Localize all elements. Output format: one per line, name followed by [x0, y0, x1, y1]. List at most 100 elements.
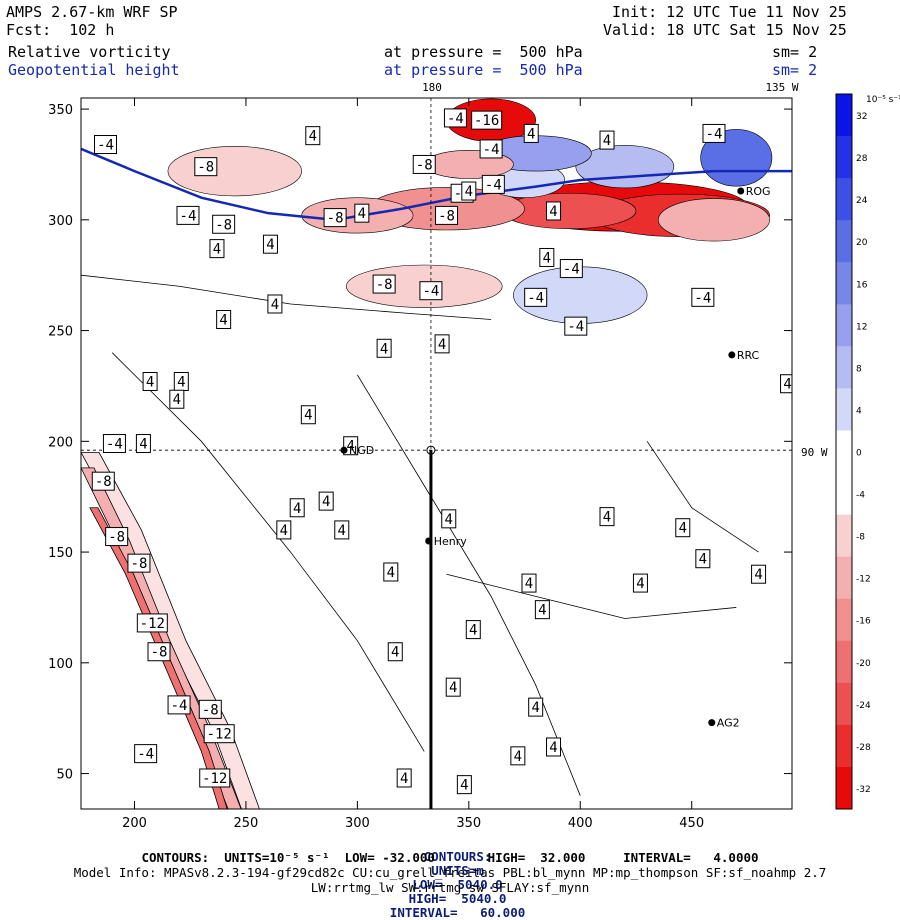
contour-label-value: 4: [465, 184, 473, 200]
contour-label-box: [387, 642, 403, 662]
contour-label-2: -8: [194, 157, 218, 177]
contour-label-21: -4: [702, 123, 726, 143]
contour-label-51: 4: [751, 564, 767, 584]
contour-label-27: 4: [216, 309, 232, 329]
vorticity-contour-1: [111, 352, 425, 752]
vorticity-contour-4: [646, 441, 759, 553]
field2-level: at pressure = 500 hPa: [384, 61, 583, 79]
contour-label-value: -8: [197, 160, 214, 176]
contour-label-20: 4: [599, 130, 615, 150]
colorbar-tick-label: -8: [856, 533, 865, 543]
contour-label-5: -8: [212, 214, 236, 234]
contour-label-value: 4: [358, 206, 366, 222]
contour-label-71: 4: [456, 775, 472, 795]
y-tick-label: 250: [48, 325, 73, 340]
contour-label-value: -8: [416, 157, 433, 173]
contour-label-44: 4: [276, 520, 292, 540]
contour-label-value: -8: [327, 211, 344, 227]
colorbar-swatch: [836, 598, 852, 642]
colorbar-swatch: [836, 136, 852, 179]
contour-label-box: [524, 287, 548, 307]
colorbar-tick-label: -4: [856, 491, 865, 501]
x-tick-label: 450: [679, 816, 704, 831]
contour-label-7: 4: [262, 234, 278, 254]
contour-label-value: 4: [699, 552, 707, 568]
contour-label-69: -12: [199, 768, 231, 788]
contour-label-value: 4: [271, 297, 279, 313]
contour-label-box: [372, 274, 396, 294]
contour-label-box: [702, 123, 726, 143]
contour-label-box: [134, 744, 158, 764]
colorbar-swatch: [836, 346, 852, 389]
contour-label-14: -4: [481, 174, 505, 194]
colorbar-tick-label: 4: [856, 406, 862, 416]
colorbar-swatch: [836, 304, 852, 347]
colorbar-swatch: [836, 724, 852, 768]
contour-label-box: [564, 316, 588, 336]
colorbar-tick-label: -28: [856, 743, 871, 753]
contour-label-53: -8: [127, 553, 151, 573]
contour-label-19: -4: [479, 139, 503, 159]
contour-label-56: 4: [534, 600, 550, 620]
x-tick-label: 250: [234, 816, 259, 831]
contour-label-value: 4: [469, 623, 477, 639]
footer-line1-label: CONTOURS:: [423, 849, 492, 864]
contour-label-value: 4: [636, 576, 644, 592]
colorbar-swatch: [836, 766, 852, 810]
contour-label-box: [521, 573, 537, 593]
colorbar-tick-label: 16: [856, 280, 868, 290]
contour-label-box: [534, 600, 550, 620]
y-tick-label: 100: [48, 657, 73, 672]
contour-label-value: 4: [514, 749, 522, 765]
contour-label-64: 4: [528, 697, 544, 717]
contour-label-6: 4: [209, 239, 225, 259]
colorbar-tick-label: -20: [856, 659, 871, 669]
contour-label-value: 4: [679, 521, 687, 537]
contour-label-value: -8: [215, 217, 232, 233]
contour-label-value: 4: [173, 392, 181, 408]
colorbar-swatch: [836, 220, 852, 263]
contour-label-value: 4: [213, 242, 221, 258]
station-label-henry: Henry: [434, 535, 468, 548]
contour-label-value: 4: [338, 523, 346, 539]
contour-label-box: [300, 405, 316, 425]
station-marker-ngd: [340, 446, 348, 454]
contour-label-11: -8: [435, 205, 459, 225]
contour-label-box: [209, 239, 225, 259]
contour-label-box: [419, 281, 443, 301]
contour-label-68: 4: [510, 746, 526, 766]
contour-label-value: 4: [309, 129, 317, 145]
colorbar-swatch: [836, 514, 852, 558]
colorbar-swatch: [836, 178, 852, 221]
contour-label-36: 4: [169, 389, 185, 409]
contour-label-box: [194, 157, 218, 177]
contour-label-value: -4: [447, 111, 464, 127]
contour-label-value: 4: [603, 510, 611, 526]
contour-label-39: 4: [135, 434, 151, 454]
contour-label-box: [105, 527, 129, 547]
field1-level: at pressure = 500 hPa: [384, 43, 583, 61]
footer-model-info: Model Info: MPASv8.2.3-194-gf29cd82c CU:…: [73, 865, 827, 880]
colorbar-tick-label: 0: [856, 449, 862, 459]
station-label-ngd: NGD: [349, 444, 374, 457]
contour-label-box: [546, 737, 562, 757]
contour-label-58: 4: [465, 620, 481, 640]
contour-label-box: [212, 214, 236, 234]
vorticity-map: -4 -8 4 -4 -8 4 4 -8 4 4 -8 -4 4 -4 -4 -16 4 -8 -4 4 -4 4 -8 -4…: [48, 81, 900, 831]
contour-label-70: 4: [396, 768, 412, 788]
contour-label-59: -8: [147, 642, 171, 662]
colorbar-tick-label: 32: [856, 112, 867, 122]
footer-line1-low: LOW= 5040.0: [412, 877, 503, 892]
station-label-rrc: RRC: [737, 349, 760, 362]
contour-label-box: [169, 389, 185, 409]
contour-label-8: -8: [323, 208, 347, 228]
y-tick-label: 300: [48, 214, 73, 229]
contour-label-24: -4: [419, 281, 443, 301]
contour-label-66: -4: [134, 744, 158, 764]
crosshair-marker: [426, 445, 436, 455]
contour-label-65: -12: [203, 724, 235, 744]
station-label-rog: ROG: [746, 185, 771, 198]
contour-label-box: [479, 139, 503, 159]
contour-label-box: [780, 374, 792, 394]
contour-label-box: [376, 338, 392, 358]
